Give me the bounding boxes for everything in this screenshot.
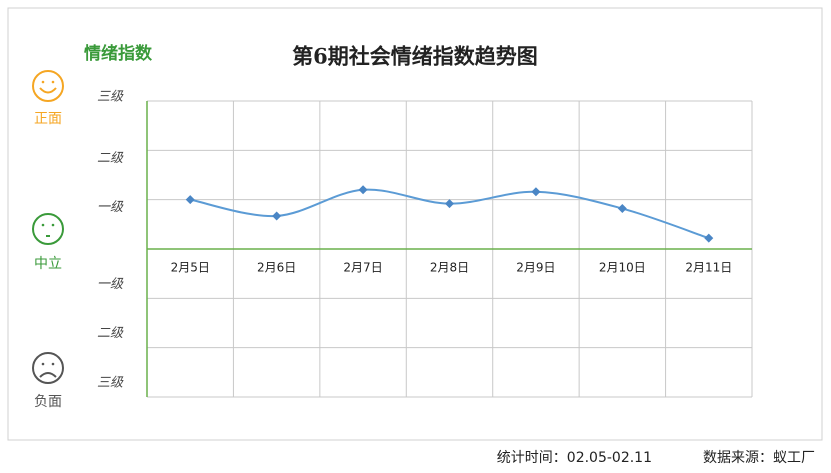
marker [272, 211, 282, 221]
y-tick-label: 一级 [97, 277, 124, 292]
y-tick-label: 二级 [97, 151, 124, 166]
y-tick-label: 三级 [97, 376, 124, 391]
footer: 统计时间：02.05-02.11 [497, 450, 652, 466]
chart-title: 第6期社会情绪指数趋势图 [292, 44, 538, 69]
frame [7, 7, 823, 441]
marker [617, 204, 627, 214]
x-tick-label: 2月9日 [516, 261, 555, 275]
marker [445, 199, 454, 209]
y-tick-label: 二级 [97, 326, 124, 341]
sentiment-label: 负面 [34, 394, 62, 410]
marker [358, 185, 368, 195]
y-title: 情绪指数 [84, 43, 153, 64]
sentiment-label: 正面 [34, 111, 62, 127]
marker [185, 195, 195, 205]
icons [32, 70, 64, 384]
x-tick-label: 2月8日 [430, 261, 469, 275]
x-tick-label: 2月6日 [257, 261, 296, 275]
y-tick-label: 三级 [97, 90, 124, 105]
y-tick-label: 一级 [97, 200, 124, 215]
sentiment-label: 中立 [34, 256, 62, 272]
x-tick-label: 2月11日 [685, 261, 732, 275]
marker [704, 233, 714, 243]
footer: 数据来源：蚁工厂 [703, 450, 815, 466]
x-tick-label: 2月5日 [171, 261, 210, 275]
x-tick-label: 2月7日 [343, 261, 382, 275]
marker [531, 187, 541, 197]
x-tick-label: 2月10日 [599, 261, 646, 275]
